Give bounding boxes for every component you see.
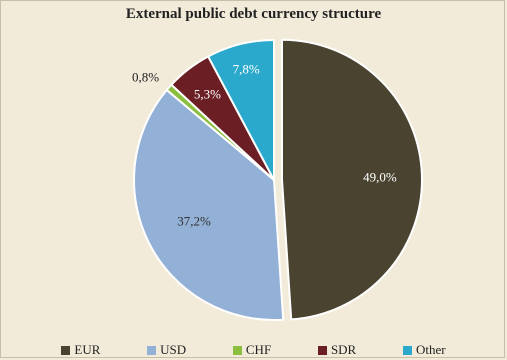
- legend-swatch-other: [402, 345, 412, 355]
- chart-title: External public debt currency structure: [125, 6, 382, 22]
- data-label-eur: 49,0%: [363, 170, 397, 185]
- legend-item-eur: EUR: [61, 342, 100, 358]
- legend-swatch-chf: [232, 345, 242, 355]
- pie-slice-eur: [280, 38, 423, 321]
- chart-legend: EUR USD CHF SDR Other: [0, 341, 507, 359]
- pie-slice-other: [206, 38, 275, 181]
- legend-label-eur: EUR: [74, 342, 101, 357]
- legend-label-sdr: SDR: [330, 342, 357, 357]
- data-label-chf: 0,8%: [132, 70, 159, 85]
- legend-swatch-usd: [147, 345, 157, 355]
- legend-item-chf: CHF: [232, 342, 272, 358]
- legend-item-usd: USD: [147, 342, 186, 358]
- legend-swatch-sdr: [317, 345, 327, 355]
- pie-slice-usd: [133, 88, 285, 321]
- legend-label-other: Other: [415, 342, 446, 357]
- legend-label-chf: CHF: [245, 342, 272, 357]
- legend-item-sdr: SDR: [317, 342, 357, 358]
- legend-item-other: Other: [402, 342, 446, 358]
- data-label-other: 7,8%: [233, 62, 260, 77]
- legend-swatch-eur: [61, 345, 71, 355]
- legend-label-usd: USD: [160, 342, 187, 357]
- data-label-sdr: 5,3%: [194, 86, 221, 101]
- data-label-usd: 37,2%: [177, 214, 211, 229]
